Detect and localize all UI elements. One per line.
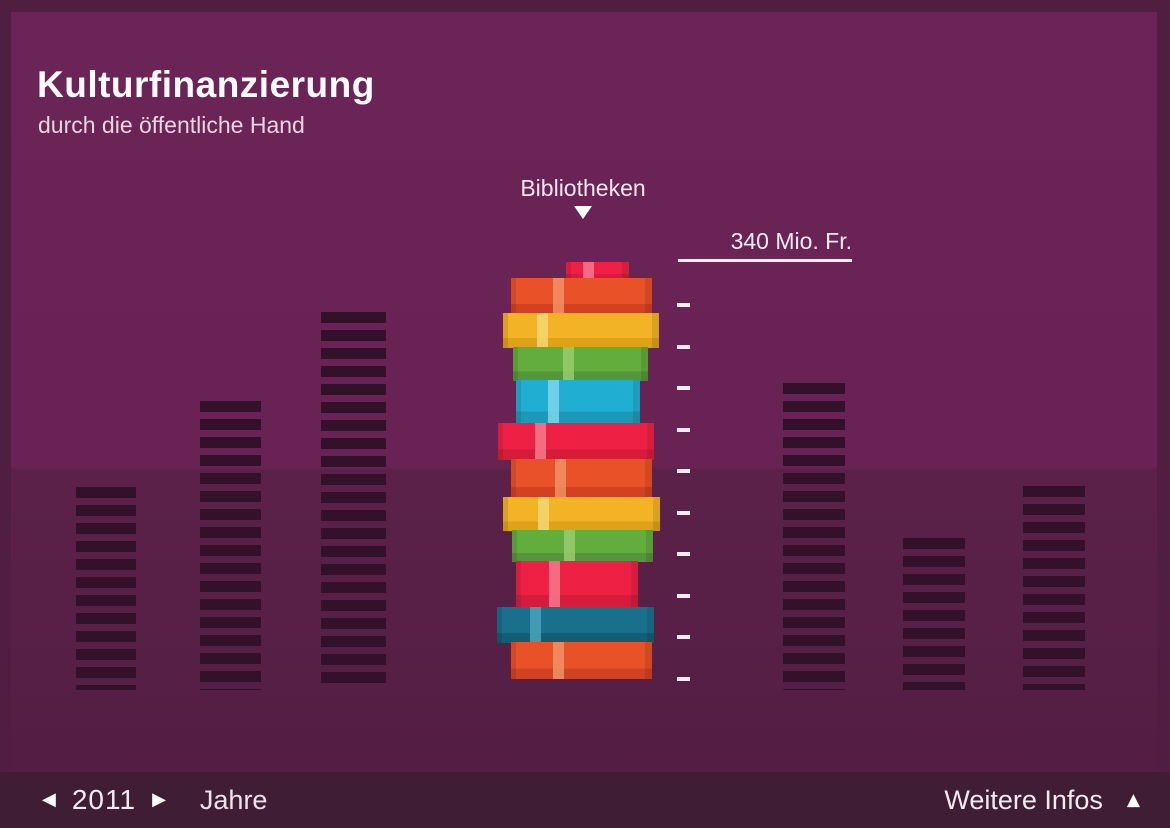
scale-tick [677, 469, 690, 473]
book-5-cyan [516, 380, 640, 424]
scale-tick [677, 677, 690, 681]
scale-tick [677, 594, 690, 598]
background-bar-2[interactable] [200, 401, 261, 690]
background-bar-6[interactable] [1023, 486, 1085, 690]
expand-info-arrow-icon[interactable]: ▲ [1126, 789, 1140, 810]
book-ribbon [553, 642, 564, 679]
book-ribbon [555, 459, 566, 498]
background-bar-5[interactable] [903, 538, 965, 690]
scale-tick [677, 552, 690, 556]
background-bar-1[interactable] [76, 487, 136, 690]
current-year: 2011 [71, 784, 137, 815]
book-ribbon [549, 561, 560, 608]
book-7-orange [511, 459, 652, 498]
book-ribbon [537, 313, 548, 348]
book-ribbon [530, 607, 541, 643]
background-bar-4[interactable] [783, 383, 845, 690]
value-rule-line [678, 259, 852, 262]
year-navigation: ◀ 2011 ▶ Jahre [42, 784, 267, 816]
scale-tick [677, 386, 690, 390]
book-8-yellow [503, 497, 660, 531]
book-10-crimson [516, 561, 638, 608]
category-pointer-icon [574, 206, 592, 219]
book-3-yellow [503, 313, 659, 348]
book-ribbon [564, 530, 575, 562]
book-6-crimson [498, 423, 654, 460]
book-ribbon [563, 347, 574, 381]
book-ribbon [583, 262, 594, 279]
scale-tick [677, 635, 690, 639]
prev-year-arrow-icon[interactable]: ◀ [42, 789, 56, 810]
page-subtitle: durch die öffentliche Hand [38, 112, 305, 138]
more-info-button[interactable]: Weitere Infos [944, 784, 1103, 815]
scale-tick [677, 303, 690, 307]
book-1-crimson [566, 262, 629, 279]
book-12-orange [511, 642, 652, 679]
book-ribbon [548, 380, 559, 424]
more-info-control: Weitere Infos ▲ [944, 785, 1140, 816]
scale-tick [677, 511, 690, 515]
page-title: Kulturfinanzierung [37, 64, 375, 105]
book-ribbon [538, 497, 549, 531]
book-11-teal [497, 607, 654, 643]
category-label[interactable]: Bibliotheken [520, 175, 646, 201]
book-9-green [512, 530, 653, 562]
background-bar-3[interactable] [321, 312, 386, 690]
book-4-green [513, 347, 648, 381]
scale-tick [677, 428, 690, 432]
value-label: 340 Mio. Fr. [730, 228, 852, 254]
scale-tick [677, 345, 690, 349]
years-label: Jahre [199, 784, 268, 815]
book-ribbon [535, 423, 546, 460]
book-ribbon [553, 278, 564, 314]
book-2-orange [511, 278, 652, 314]
next-year-arrow-icon[interactable]: ▶ [152, 789, 166, 810]
footer-bar: ◀ 2011 ▶ Jahre Weitere Infos ▲ [0, 772, 1170, 828]
